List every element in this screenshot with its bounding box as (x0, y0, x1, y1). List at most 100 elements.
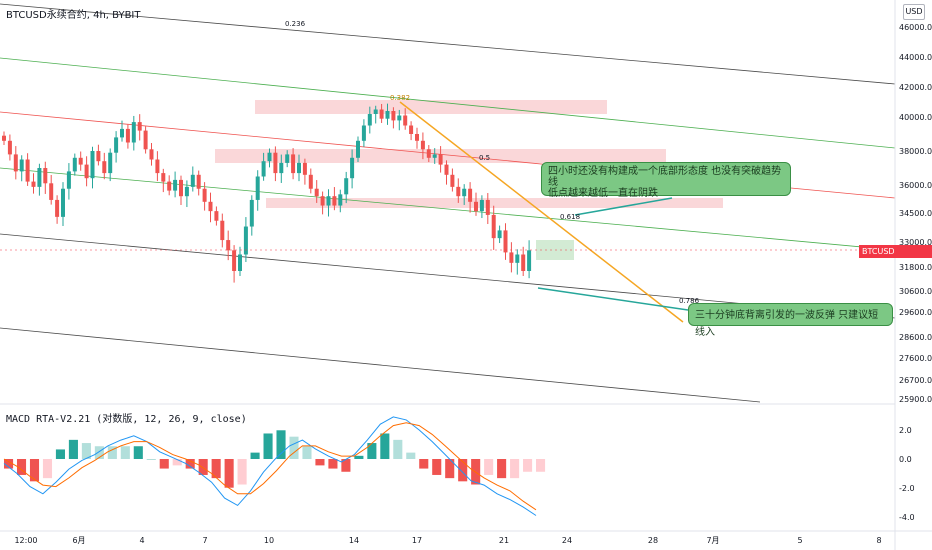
price-tick-label: 25900.00 (899, 395, 932, 404)
fib-zone-rect (255, 100, 607, 114)
candle-body (468, 188, 473, 202)
time-tick-label: 6月 (72, 536, 85, 545)
candle-body (403, 115, 408, 126)
macd-histogram-bar (380, 433, 390, 459)
price-badge-value: 32595.0 (862, 260, 896, 269)
channel-green-upper-line (0, 57, 896, 149)
time-tick-label: 10 (264, 536, 274, 545)
macd-tick-label: -4.0 (899, 513, 915, 522)
candle-body (521, 254, 526, 271)
candle-body (379, 109, 384, 119)
macd-histogram-bar (237, 459, 247, 485)
candle-body (438, 154, 443, 165)
time-tick-label: 14 (349, 536, 359, 545)
macd-histogram-bar (107, 446, 117, 459)
candle-body (462, 188, 467, 197)
macd-histogram-bar (276, 430, 286, 459)
time-tick-label: 17 (412, 536, 422, 545)
macd-histogram-bar (497, 459, 507, 479)
macd-histogram-bar (172, 459, 182, 466)
price-tick-label: 27600.00 (899, 354, 932, 363)
candle-body (485, 199, 490, 215)
candle-body (96, 151, 101, 162)
time-tick-label: 12:00 (14, 536, 37, 545)
candle-body (196, 174, 201, 189)
annotation-note-rebound[interactable]: 三十分钟底背离引发的一波反弹 只建议短线入 (688, 303, 893, 338)
price-tick-label: 31800.00 (899, 263, 932, 272)
candle-body (267, 152, 272, 162)
fib-level-label: 0.236 (285, 20, 306, 28)
signal-line (3, 422, 537, 511)
time-tick-label: 7 (202, 536, 207, 545)
candle-body (25, 159, 30, 182)
macd-axis[interactable]: 2.0 0.0 -2.0 -4.0 (899, 426, 915, 522)
macd-histogram-bar (133, 446, 143, 459)
candle-body (84, 164, 89, 179)
candle-body (479, 199, 484, 212)
candle-body (279, 162, 284, 174)
time-tick-label: 4 (139, 536, 144, 545)
candle-body (527, 250, 532, 271)
candle-body (367, 114, 372, 126)
price-tick-label: 36000.00 (899, 181, 932, 190)
price-tick-label: 38000.00 (899, 147, 932, 156)
price-badge-symbol: BTCUSD (862, 247, 895, 256)
macd-histogram-bar (406, 452, 416, 459)
candle-body (426, 149, 431, 158)
macd-histogram-bar (4, 459, 14, 469)
price-tick-label: 26700.00 (899, 376, 932, 385)
price-tick-label: 42000.00 (899, 83, 932, 92)
macd-histogram-bar (120, 446, 130, 459)
candle-body (43, 168, 48, 184)
candle-body (108, 152, 113, 174)
downtrend-line (399, 101, 684, 323)
annotation-note-bottom-form[interactable]: 四小时还没有构建成一个底部形态度 也没有突破趋势线 低点越来越低一直在阴跌 (541, 162, 791, 199)
macd-histogram-bar (263, 433, 273, 459)
macd-histogram-bar (68, 439, 78, 459)
candle-body (420, 140, 425, 150)
candle-body (432, 154, 437, 158)
macd-histogram-bar (510, 459, 520, 479)
macd-tick-label: 2.0 (899, 426, 912, 435)
candle-body (509, 252, 514, 263)
price-tick-label: 30600.00 (899, 287, 932, 296)
candle-body (385, 111, 390, 119)
candle-body (285, 154, 290, 163)
fib-level-label: 0.618 (560, 213, 580, 221)
candle-body (332, 196, 337, 206)
candle-body (202, 188, 207, 202)
candle-body (72, 157, 77, 172)
candle-body (320, 196, 325, 206)
channel-green-lower-line (0, 167, 896, 251)
candle-body (7, 140, 12, 155)
candle-body (179, 179, 183, 197)
currency-tag[interactable]: USD (903, 4, 925, 20)
macd-title[interactable]: MACD RTA-V2.21 (对数版, 12, 26, 9, close) (6, 414, 247, 425)
candle-body (243, 226, 248, 255)
candle-body (155, 159, 160, 174)
macd-histogram-bar (224, 459, 234, 488)
price-axis[interactable]: 46000.00 44000.00 42000.00 40000.00 38000.00… (899, 23, 932, 404)
macd-histogram-bar (523, 459, 533, 472)
macd-histogram-bar (536, 459, 546, 472)
macd-line (3, 416, 537, 516)
candle-body (49, 183, 54, 200)
candle-body (184, 186, 189, 197)
symbol-title[interactable]: BTCUSD永续合约, 4h, BYBIT (6, 10, 141, 21)
channel-bottom-line (0, 327, 761, 403)
time-tick-label: 28 (648, 536, 658, 545)
macd-histogram-bar (445, 459, 455, 479)
price-tick-label: 29600.00 (899, 308, 932, 317)
candle-body (415, 134, 419, 141)
candle-body (515, 254, 520, 263)
macd-histogram-bar (484, 459, 494, 475)
candle-body (102, 161, 107, 174)
annotation-lines: 0.236 0.382 0.5 0.618 0.786 (0, 20, 895, 323)
time-axis[interactable]: 12:00 6月 4 7 10 14 17 21 24 28 7月 5 8 (14, 536, 881, 545)
candle-body (291, 154, 296, 174)
macd-pane (3, 416, 546, 516)
candle-body (190, 174, 195, 187)
fib-zone-rect (266, 198, 723, 208)
candle-body (308, 174, 313, 189)
